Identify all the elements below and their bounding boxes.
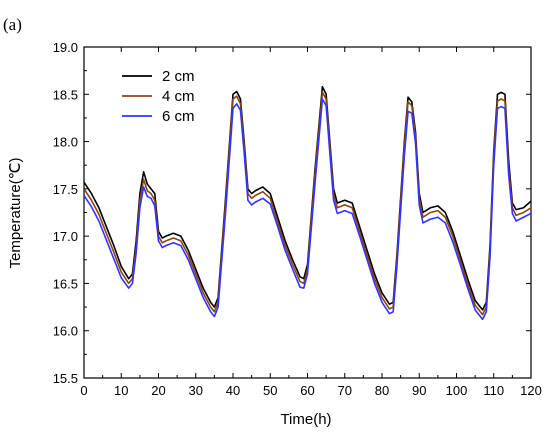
x-tick-label: 20	[151, 383, 165, 398]
x-tick-label: 80	[375, 383, 389, 398]
legend-label-3: 6 cm	[162, 108, 195, 125]
y-tick-label: 17.0	[53, 229, 78, 244]
x-tick-label: 70	[338, 383, 352, 398]
y-tick-label: 16.0	[53, 324, 78, 339]
y-tick-label: 15.5	[53, 371, 78, 386]
series-line-2	[83, 91, 532, 316]
y-tick-label: 16.5	[53, 276, 78, 291]
x-tick-label: 40	[226, 383, 240, 398]
x-tick-label: 0	[80, 383, 87, 398]
y-tick-label: 18.0	[53, 135, 78, 150]
legend: 2 cm 4 cm 6 cm	[122, 68, 195, 125]
y-tick-label: 18.5	[53, 87, 78, 102]
y-axis-title: Temperature(℃)	[7, 157, 24, 268]
legend-label-1: 2 cm	[162, 68, 195, 85]
y-axis-ticks: 15.5 16.0 16.5 17.0 17.5 18.0 18.5 19.0	[53, 40, 531, 386]
panel-label: (a)	[3, 15, 22, 34]
y-tick-label: 17.5	[53, 182, 78, 197]
legend-label-2: 4 cm	[162, 88, 195, 105]
x-tick-label: 30	[189, 383, 203, 398]
x-axis-title: Time(h)	[280, 411, 331, 428]
x-tick-label: 50	[263, 383, 277, 398]
y-tick-label: 19.0	[53, 40, 78, 55]
x-tick-label: 90	[412, 383, 426, 398]
x-axis-ticks: 0 10 20 30 40 50 60 70 80 90 100 110 120	[80, 47, 542, 398]
x-tick-label: 100	[446, 383, 468, 398]
series-line-3	[83, 98, 532, 321]
x-tick-label: 120	[520, 383, 542, 398]
x-tick-label: 10	[114, 383, 128, 398]
x-tick-label: 60	[300, 383, 314, 398]
x-tick-label: 110	[483, 383, 504, 398]
